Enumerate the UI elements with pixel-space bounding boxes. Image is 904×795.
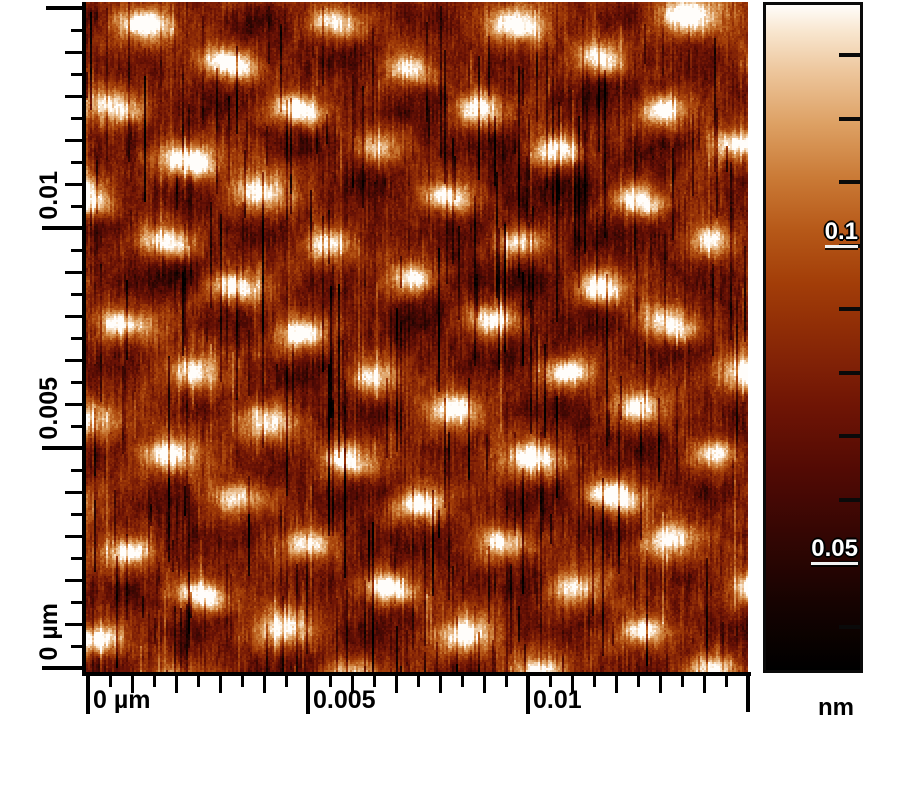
x-axis-tick	[174, 676, 178, 693]
y-axis-tick	[71, 556, 82, 560]
colorbar-tick	[839, 307, 860, 311]
y-axis-tick	[71, 248, 82, 252]
x-axis-tick	[152, 676, 156, 687]
x-axis-tick	[482, 676, 486, 693]
x-axis-tick	[548, 676, 552, 687]
x-axis-tick	[196, 676, 200, 687]
x-axis-tick	[658, 676, 662, 693]
x-axis-tick	[306, 676, 310, 714]
y-axis-tick	[42, 666, 82, 670]
x-axis-tick	[570, 676, 574, 693]
x-axis-tick	[86, 676, 90, 714]
x-axis-tick	[394, 676, 398, 693]
x-axis-tick	[702, 676, 706, 693]
afm-topography-image	[86, 2, 748, 672]
x-axis-tick	[724, 676, 728, 687]
y-axis-tick	[71, 292, 82, 296]
y-axis-tick	[71, 468, 82, 472]
y-axis-tick	[65, 182, 82, 186]
colorbar-tick	[839, 497, 860, 502]
x-axis-tick	[460, 676, 464, 687]
y-axis-tick	[71, 28, 82, 32]
x-axis-tick	[680, 676, 684, 687]
y-axis-tick	[71, 72, 82, 76]
colorbar-tick	[839, 53, 860, 57]
colorbar-tick	[839, 434, 860, 438]
y-axis-line	[82, 2, 86, 676]
colorbar-unit-label: nm	[818, 694, 854, 721]
y-tick-label: 0.01	[35, 171, 63, 220]
y-tick-label: 0.005	[35, 377, 63, 440]
x-axis-tick	[372, 676, 376, 687]
colorbar-tick	[839, 116, 860, 121]
y-axis-tick	[65, 94, 82, 98]
y-axis-tick	[65, 578, 82, 582]
y-axis-tick	[71, 116, 82, 120]
x-axis-tick	[218, 676, 222, 693]
y-axis-tick	[71, 380, 82, 384]
y-axis-tick	[71, 336, 82, 340]
x-tick-label: 0.01	[533, 686, 582, 714]
y-axis-tick	[65, 534, 82, 538]
y-axis-tick	[42, 226, 82, 230]
x-axis-tick	[526, 676, 530, 714]
y-tick-label: 0 µm	[35, 602, 63, 660]
colorbar-tick-label: 0.1	[824, 218, 858, 248]
x-axis-tick	[284, 676, 288, 687]
x-tick-label: 0.005	[313, 686, 376, 714]
y-axis-tick	[65, 50, 82, 54]
x-axis-tick	[328, 676, 332, 687]
y-axis-tick	[71, 600, 82, 604]
y-axis-tick	[71, 424, 82, 428]
x-axis-tick	[262, 676, 266, 693]
colorbar-tick	[839, 624, 860, 629]
y-axis-tick	[65, 138, 82, 142]
y-axis-tick	[46, 6, 82, 10]
x-axis-tick	[746, 676, 750, 712]
x-axis-tick	[240, 676, 244, 687]
y-axis-tick	[65, 314, 82, 318]
y-axis-tick	[65, 270, 82, 274]
colorbar-tick-label: 0.05	[811, 535, 858, 565]
x-axis-tick	[504, 676, 508, 687]
x-axis-tick	[438, 676, 442, 693]
y-axis-tick	[71, 204, 82, 208]
y-axis-tick	[71, 644, 82, 648]
x-axis-line	[82, 672, 751, 676]
x-axis-tick	[614, 676, 618, 693]
x-axis-tick	[416, 676, 420, 687]
y-axis-tick	[71, 160, 82, 164]
x-axis-tick	[636, 676, 640, 687]
x-axis-tick	[130, 676, 134, 693]
colorbar	[763, 2, 863, 673]
x-axis-tick	[350, 676, 354, 693]
y-axis-tick	[65, 490, 82, 494]
colorbar-tick	[839, 370, 860, 375]
x-tick-label: 0 µm	[93, 686, 151, 714]
x-axis-tick	[592, 676, 596, 687]
colorbar-tick	[839, 180, 860, 184]
y-axis-tick	[65, 622, 82, 626]
y-axis-tick	[71, 512, 82, 516]
y-axis-tick	[65, 358, 82, 362]
x-axis-tick	[108, 676, 112, 687]
y-axis-tick	[42, 446, 82, 450]
y-axis-tick	[65, 402, 82, 406]
